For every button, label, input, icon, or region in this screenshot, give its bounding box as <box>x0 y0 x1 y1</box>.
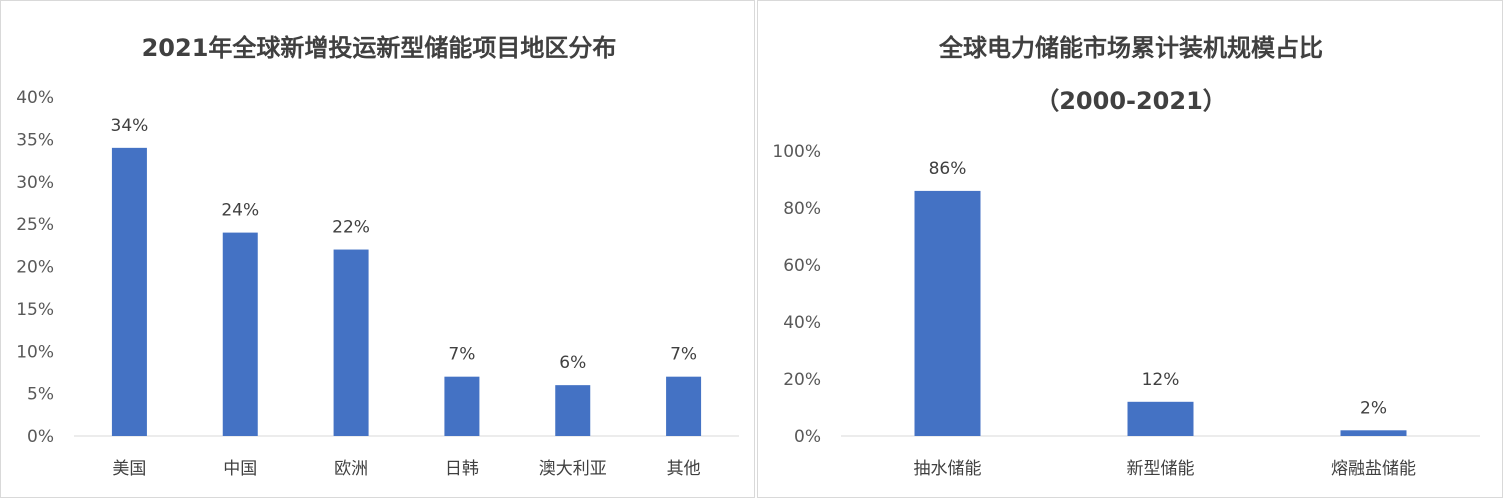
bar-chart-regional-distribution: 2021年全球新增投运新型储能项目地区分布 0% 5% 10% 15% 20% 25% 30… <box>16 34 739 479</box>
y-tick-label: 25% <box>16 215 54 235</box>
y-tick-label: 20% <box>16 258 54 278</box>
y-tick-label: 0% <box>27 427 54 447</box>
y-tick-label: 0% <box>794 427 821 447</box>
data-labels: 86% 12% 2% <box>929 159 1387 418</box>
y-tick-label: 40% <box>783 313 821 333</box>
x-category-label: 抽水储能 <box>914 459 982 479</box>
bar <box>444 376 480 436</box>
bar <box>914 190 981 436</box>
x-category-label: 日韩 <box>445 459 479 479</box>
chart-panel-cumulative-share: 全球电力储能市场累计装机规模占比 （2000-2021） 0% 20% 40% 60%… <box>757 0 1503 498</box>
data-label: 22% <box>332 218 370 238</box>
y-tick-label: 80% <box>783 199 821 219</box>
bar <box>1340 430 1407 436</box>
chart-subtitle: （2000-2021） <box>1035 87 1227 115</box>
data-label: 34% <box>111 116 149 136</box>
x-category-label: 美国 <box>112 459 146 479</box>
y-tick-label: 60% <box>783 256 821 276</box>
bar <box>1127 401 1194 436</box>
data-label: 6% <box>559 353 586 373</box>
chart-title: 全球电力储能市场累计装机规模占比 <box>938 34 1323 62</box>
bar-series <box>914 190 1407 436</box>
bar-series <box>111 147 702 436</box>
y-tick-label: 15% <box>16 300 54 320</box>
y-tick-label: 10% <box>16 342 54 362</box>
data-label: 7% <box>448 345 475 365</box>
x-category-label: 新型储能 <box>1127 459 1195 479</box>
y-tick-label: 100% <box>772 142 821 162</box>
chart-title: 2021年全球新增投运新型储能项目地区分布 <box>142 34 617 62</box>
x-category-label: 澳大利亚 <box>539 459 607 479</box>
bar <box>333 249 369 436</box>
y-tick-label: 5% <box>27 385 54 405</box>
data-label: 12% <box>1142 370 1180 390</box>
bar <box>111 147 147 436</box>
chart-panel-regional-distribution: 2021年全球新增投运新型储能项目地区分布 0% 5% 10% 15% 20% 25% 30… <box>0 0 755 498</box>
bar <box>222 232 258 436</box>
bar <box>666 376 702 436</box>
y-axis: 0% 5% 10% 15% 20% 25% 30% 35% 40% <box>16 88 739 447</box>
y-tick-label: 35% <box>16 130 54 150</box>
y-tick-label: 40% <box>16 88 54 108</box>
data-label: 7% <box>670 345 697 365</box>
data-label: 24% <box>221 201 259 221</box>
x-axis: 美国 中国 欧洲 日韩 澳大利亚 其他 <box>112 459 700 479</box>
bar <box>555 385 591 436</box>
data-labels: 34% 24% 22% 7% 6% 7% <box>111 116 698 373</box>
y-tick-label: 20% <box>783 370 821 390</box>
bar-chart-cumulative-share: 全球电力储能市场累计装机规模占比 （2000-2021） 0% 20% 40% 60%… <box>772 34 1480 479</box>
data-label: 2% <box>1360 398 1387 418</box>
x-category-label: 欧洲 <box>334 459 368 479</box>
data-label: 86% <box>929 159 967 179</box>
y-tick-label: 30% <box>16 173 54 193</box>
x-category-label: 其他 <box>667 459 701 479</box>
x-category-label: 中国 <box>223 459 257 479</box>
x-category-label: 熔融盐储能 <box>1331 459 1416 479</box>
x-axis: 抽水储能 新型储能 熔融盐储能 <box>914 459 1417 479</box>
